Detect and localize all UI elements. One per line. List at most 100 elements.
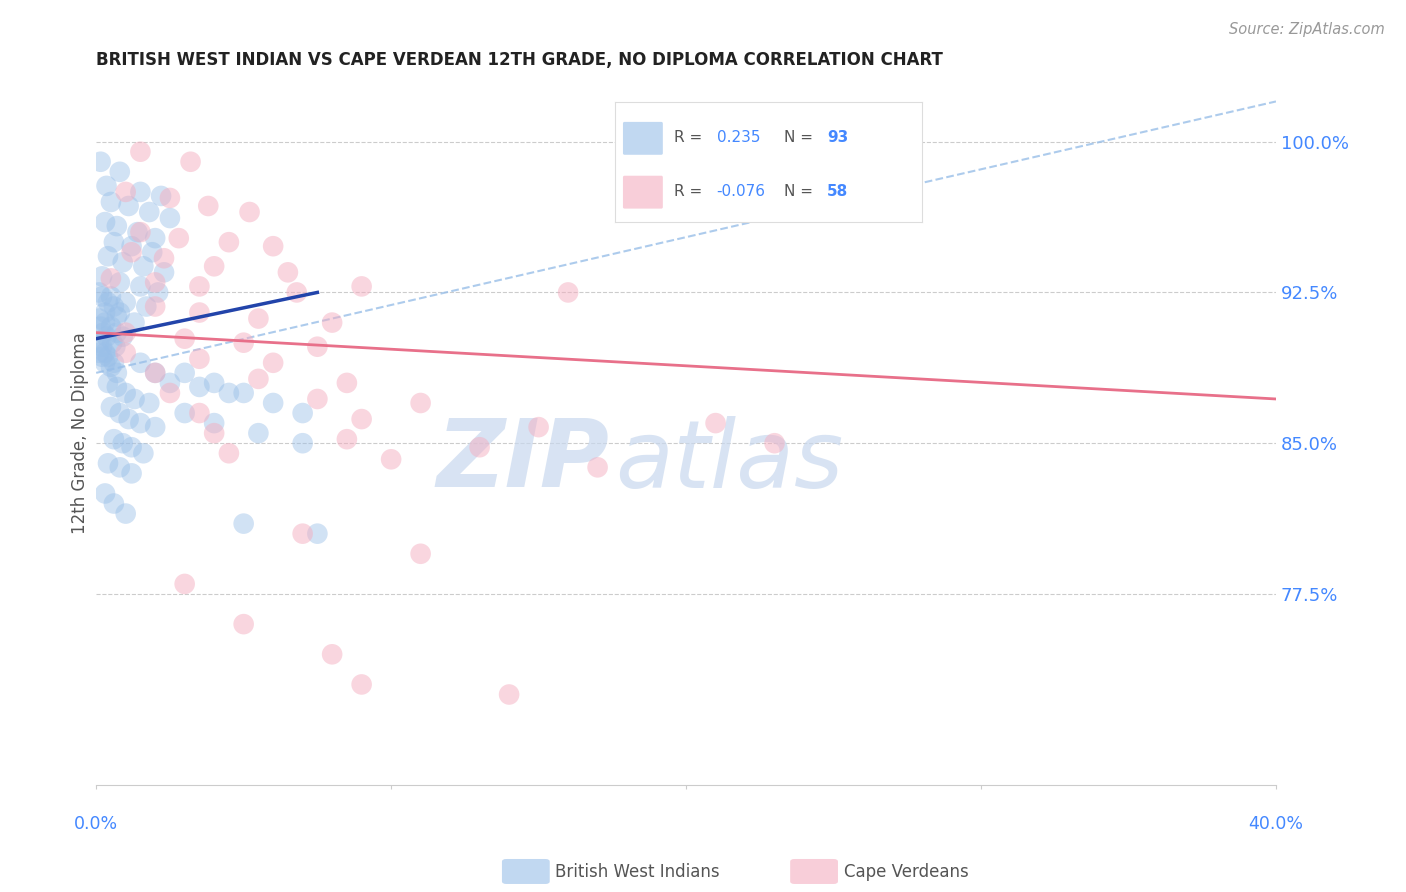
Point <box>232 335 254 350</box>
Point <box>188 305 211 319</box>
Point <box>285 285 308 300</box>
Point <box>129 416 152 430</box>
Point <box>143 231 166 245</box>
Point <box>336 432 359 446</box>
Point <box>111 329 134 343</box>
Point <box>138 396 160 410</box>
Point <box>409 547 432 561</box>
Point <box>100 271 122 285</box>
Point <box>127 225 149 239</box>
Y-axis label: 12th Grade, No Diploma: 12th Grade, No Diploma <box>72 333 89 534</box>
Point <box>307 392 329 406</box>
Point <box>173 577 195 591</box>
Point <box>247 426 270 441</box>
Point <box>111 436 134 450</box>
Text: BRITISH WEST INDIAN VS CAPE VERDEAN 12TH GRADE, NO DIPLOMA CORRELATION CHART: BRITISH WEST INDIAN VS CAPE VERDEAN 12TH… <box>96 51 943 69</box>
Point <box>97 249 120 263</box>
Point <box>100 194 122 209</box>
Point <box>307 526 329 541</box>
Point <box>143 276 166 290</box>
Point <box>121 440 143 454</box>
Point <box>90 319 112 334</box>
Point <box>121 245 143 260</box>
Text: 40.0%: 40.0% <box>1249 815 1303 833</box>
Text: atlas: atlas <box>616 416 844 507</box>
Point <box>121 467 143 481</box>
Point <box>232 386 254 401</box>
Point <box>247 311 270 326</box>
Point <box>96 178 118 193</box>
Point <box>129 225 152 239</box>
Point <box>146 285 169 300</box>
Point <box>129 145 152 159</box>
Point <box>96 329 118 343</box>
Point <box>143 366 166 380</box>
Point <box>202 426 225 441</box>
Point <box>409 396 432 410</box>
Point <box>114 507 136 521</box>
Point <box>103 235 125 249</box>
Point <box>277 265 299 279</box>
Point <box>132 260 155 274</box>
Point <box>101 335 124 350</box>
Point <box>197 199 219 213</box>
Point <box>91 289 114 303</box>
Point <box>91 350 114 364</box>
Point <box>321 316 343 330</box>
Point <box>94 305 117 319</box>
Point <box>132 446 155 460</box>
Point <box>380 452 402 467</box>
Point <box>173 406 195 420</box>
Point <box>89 311 111 326</box>
Point <box>129 185 152 199</box>
Point <box>291 406 314 420</box>
Point <box>218 446 240 460</box>
Point <box>527 420 550 434</box>
Point <box>238 205 260 219</box>
Text: ZIP: ZIP <box>436 416 609 508</box>
Point <box>586 460 609 475</box>
Point <box>103 300 125 314</box>
Point <box>262 356 284 370</box>
Point <box>350 279 373 293</box>
Point <box>114 326 136 340</box>
Point <box>173 366 195 380</box>
Point <box>103 496 125 510</box>
Point <box>218 386 240 401</box>
Point <box>188 406 211 420</box>
Point <box>124 392 146 406</box>
Point <box>100 359 122 374</box>
Point <box>89 345 111 359</box>
Point <box>336 376 359 390</box>
Point <box>89 285 111 300</box>
Point <box>262 239 284 253</box>
Point <box>114 185 136 199</box>
Point <box>100 319 122 334</box>
Point <box>188 380 211 394</box>
Point <box>89 335 111 350</box>
Point <box>557 285 579 300</box>
Point <box>159 191 181 205</box>
Point <box>159 386 181 401</box>
Point <box>111 255 134 269</box>
Point <box>291 436 314 450</box>
Point <box>108 406 131 420</box>
Point <box>108 460 131 475</box>
Point <box>105 326 128 340</box>
Point <box>138 205 160 219</box>
Point <box>202 376 225 390</box>
Point <box>143 300 166 314</box>
Point <box>94 215 117 229</box>
Point <box>232 516 254 531</box>
Point <box>173 332 195 346</box>
Point <box>114 386 136 401</box>
Point <box>150 189 173 203</box>
Point <box>97 350 120 364</box>
Point <box>108 165 131 179</box>
Point <box>159 211 181 225</box>
Point <box>262 396 284 410</box>
Point <box>135 300 157 314</box>
Point <box>93 326 115 340</box>
Point <box>103 432 125 446</box>
Point <box>100 400 122 414</box>
